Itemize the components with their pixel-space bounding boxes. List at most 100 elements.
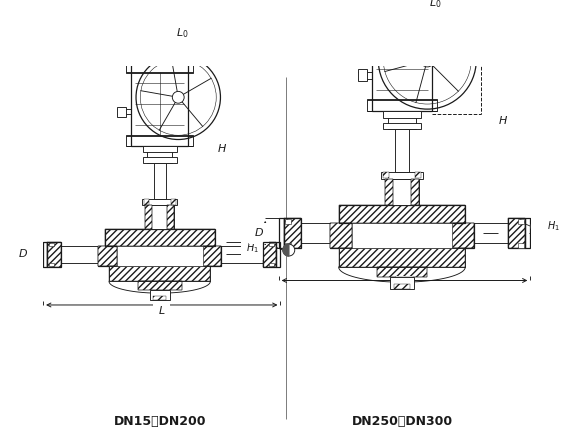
Polygon shape — [283, 244, 289, 256]
Bar — [385, 179, 392, 204]
Bar — [105, 229, 214, 246]
Polygon shape — [531, 220, 538, 233]
Bar — [383, 111, 421, 117]
Bar — [383, 123, 421, 129]
Bar — [372, 26, 432, 111]
Bar — [284, 218, 301, 249]
Bar — [394, 284, 410, 289]
Bar — [339, 204, 465, 223]
Text: DN250～DN300: DN250～DN300 — [351, 415, 453, 428]
Bar — [98, 246, 117, 266]
Bar — [47, 242, 61, 267]
Bar — [390, 277, 414, 289]
Bar — [143, 146, 176, 152]
Bar — [117, 107, 126, 117]
Bar — [379, 13, 425, 26]
Bar — [154, 163, 165, 199]
Text: DN15～DN200: DN15～DN200 — [113, 415, 206, 428]
Bar — [131, 62, 188, 146]
Circle shape — [283, 244, 295, 256]
Bar — [358, 69, 366, 81]
Bar — [330, 223, 352, 249]
Bar — [352, 223, 452, 249]
Bar — [167, 205, 174, 229]
Text: $H_1$: $H_1$ — [547, 219, 560, 233]
Bar — [525, 218, 530, 249]
Text: L: L — [401, 281, 407, 291]
Bar — [145, 205, 152, 229]
Bar — [145, 205, 174, 229]
Bar — [385, 179, 392, 204]
Bar — [145, 205, 152, 229]
Bar — [98, 246, 221, 266]
Bar — [412, 179, 419, 204]
Bar — [330, 223, 352, 249]
Bar — [262, 242, 276, 267]
Bar — [43, 242, 47, 267]
Bar — [138, 281, 181, 290]
Bar — [452, 223, 474, 249]
Bar — [452, 223, 474, 249]
Bar — [286, 219, 291, 224]
Bar — [286, 242, 291, 248]
Text: H: H — [498, 116, 507, 126]
Polygon shape — [339, 267, 465, 282]
Bar — [518, 219, 524, 224]
Bar — [143, 200, 149, 204]
Bar — [269, 263, 275, 266]
Text: D: D — [255, 228, 264, 238]
Bar — [276, 242, 280, 267]
Bar — [518, 242, 524, 248]
Bar — [377, 267, 427, 277]
Bar — [137, 50, 183, 62]
Bar — [143, 157, 176, 163]
Bar — [167, 205, 174, 229]
Text: L: L — [158, 306, 165, 316]
Bar — [142, 199, 177, 205]
Bar — [98, 246, 117, 266]
Bar — [339, 204, 465, 223]
Bar — [366, 99, 438, 111]
Text: $H_1$: $H_1$ — [246, 241, 259, 255]
Circle shape — [172, 91, 184, 103]
Bar — [339, 249, 465, 267]
Bar — [141, 43, 178, 50]
Circle shape — [421, 53, 434, 67]
Bar — [508, 218, 525, 249]
Bar — [330, 223, 474, 249]
Text: H: H — [218, 144, 227, 154]
Bar — [203, 246, 221, 266]
Bar — [109, 266, 210, 281]
Bar — [203, 246, 221, 266]
Bar — [47, 242, 61, 267]
Bar — [105, 229, 214, 246]
Bar — [366, 26, 438, 38]
Bar — [339, 249, 465, 267]
Bar — [138, 281, 181, 290]
Bar — [150, 290, 170, 300]
Bar — [49, 242, 54, 246]
Text: $L_0$: $L_0$ — [429, 0, 441, 10]
Bar — [395, 129, 409, 171]
Bar — [171, 200, 176, 204]
Text: $L_0$: $L_0$ — [176, 26, 189, 40]
Bar — [414, 172, 421, 178]
Bar — [153, 296, 166, 300]
Bar — [383, 172, 390, 178]
Bar — [117, 246, 203, 266]
Bar — [262, 242, 276, 267]
Polygon shape — [109, 281, 210, 293]
Bar — [412, 179, 419, 204]
Bar — [49, 263, 54, 266]
Text: D: D — [18, 249, 27, 259]
Bar — [279, 218, 284, 249]
Bar — [381, 171, 423, 179]
Bar — [377, 267, 427, 277]
Bar — [126, 135, 194, 146]
Bar — [508, 218, 525, 249]
Bar — [388, 111, 416, 129]
Bar — [126, 62, 194, 73]
Bar — [147, 146, 172, 163]
Bar — [284, 218, 301, 249]
Bar — [109, 266, 210, 281]
